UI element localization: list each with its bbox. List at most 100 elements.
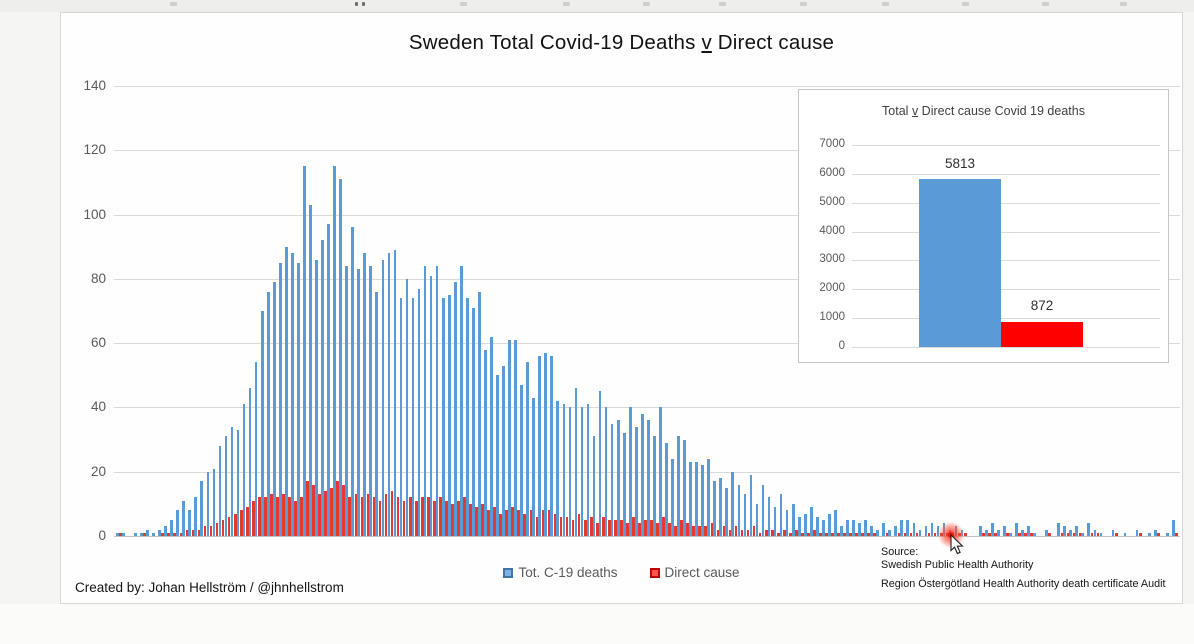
direct-cause-bar[interactable]: [276, 497, 279, 536]
total-deaths-bar[interactable]: [828, 513, 831, 536]
direct-cause-bar[interactable]: [481, 503, 484, 536]
total-deaths-bar[interactable]: [375, 291, 379, 536]
total-deaths-bar[interactable]: [846, 519, 849, 536]
total-deaths-bar[interactable]: [254, 362, 258, 536]
total-deaths-bar[interactable]: [284, 246, 288, 536]
total-deaths-bar[interactable]: [785, 510, 789, 536]
direct-cause-bar[interactable]: [529, 510, 533, 536]
total-deaths-bar[interactable]: [749, 474, 753, 536]
direct-cause-bar[interactable]: [1175, 532, 1178, 536]
total-deaths-bar[interactable]: [912, 523, 916, 536]
direct-cause-bar[interactable]: [402, 500, 406, 536]
total-deaths-bar[interactable]: [894, 526, 898, 536]
total-deaths-bar[interactable]: [309, 204, 312, 536]
total-deaths-bar[interactable]: [701, 465, 704, 536]
total-deaths-bar[interactable]: [212, 468, 216, 536]
total-deaths-bar[interactable]: [435, 266, 439, 536]
direct-cause-bar[interactable]: [927, 532, 931, 536]
total-deaths-bar[interactable]: [411, 298, 415, 536]
direct-cause-bar[interactable]: [776, 532, 780, 536]
legend-item-direct[interactable]: Direct cause: [649, 565, 740, 580]
direct-cause-bar[interactable]: [354, 494, 358, 536]
direct-cause-bar[interactable]: [463, 497, 466, 536]
total-deaths-bar[interactable]: [514, 339, 517, 536]
total-deaths-bar[interactable]: [809, 507, 813, 536]
direct-cause-bar[interactable]: [620, 519, 623, 536]
direct-cause-bar[interactable]: [728, 529, 732, 536]
total-deaths-bar[interactable]: [453, 282, 457, 536]
direct-cause-bar[interactable]: [825, 532, 828, 536]
direct-cause-bar[interactable]: [758, 532, 762, 536]
total-deaths-bar[interactable]: [725, 487, 729, 536]
total-deaths-bar[interactable]: [743, 494, 747, 536]
direct-cause-bar[interactable]: [813, 529, 816, 536]
direct-cause-bar[interactable]: [324, 491, 328, 536]
direct-cause-bar[interactable]: [873, 532, 877, 536]
direct-cause-bar[interactable]: [704, 526, 708, 536]
total-deaths-bar[interactable]: [472, 307, 475, 536]
total-deaths-bar[interactable]: [1069, 529, 1073, 536]
total-deaths-bar[interactable]: [429, 275, 433, 536]
direct-cause-bar[interactable]: [432, 500, 436, 536]
direct-cause-bar[interactable]: [752, 526, 756, 536]
total-deaths-bar[interactable]: [441, 298, 445, 536]
direct-cause-bar[interactable]: [909, 532, 913, 536]
direct-cause-bar[interactable]: [849, 532, 852, 536]
total-deaths-bar[interactable]: [351, 227, 355, 536]
direct-cause-bar[interactable]: [1060, 532, 1064, 536]
total-deaths-bar[interactable]: [315, 259, 318, 536]
direct-cause-bar[interactable]: [559, 516, 563, 536]
total-deaths-bar[interactable]: [622, 433, 626, 536]
total-deaths-bar[interactable]: [164, 526, 167, 536]
total-deaths-bar[interactable]: [532, 397, 536, 536]
direct-cause-bar[interactable]: [288, 497, 291, 536]
direct-cause-bar[interactable]: [239, 510, 243, 536]
total-deaths-bar[interactable]: [876, 529, 879, 536]
total-deaths-bar[interactable]: [906, 519, 910, 536]
total-deaths-bar[interactable]: [556, 401, 560, 536]
total-deaths-bar[interactable]: [978, 526, 982, 536]
total-deaths-bar[interactable]: [821, 519, 825, 536]
total-deaths-bar[interactable]: [1171, 519, 1175, 536]
direct-cause-bar[interactable]: [722, 526, 726, 536]
direct-cause-bar[interactable]: [390, 491, 394, 536]
total-deaths-bar[interactable]: [773, 507, 777, 536]
direct-cause-bar[interactable]: [257, 497, 261, 536]
direct-cause-bar[interactable]: [740, 529, 744, 536]
direct-cause-bar[interactable]: [770, 529, 774, 536]
direct-cause-bar[interactable]: [221, 519, 225, 536]
total-deaths-bar[interactable]: [188, 510, 192, 536]
total-deaths-bar[interactable]: [918, 529, 922, 536]
total-deaths-bar[interactable]: [628, 407, 632, 536]
total-deaths-bar[interactable]: [357, 269, 361, 536]
total-deaths-bar[interactable]: [1147, 532, 1151, 536]
direct-cause-bar[interactable]: [650, 519, 653, 536]
direct-cause-bar[interactable]: [270, 494, 273, 536]
total-deaths-bar[interactable]: [574, 388, 578, 536]
total-deaths-bar[interactable]: [297, 262, 300, 536]
direct-cause-bar[interactable]: [1096, 532, 1100, 536]
total-deaths-bar[interactable]: [242, 404, 246, 536]
total-deaths-bar[interactable]: [1093, 529, 1097, 536]
total-deaths-bar[interactable]: [405, 278, 409, 536]
total-deaths-bar[interactable]: [146, 529, 149, 536]
total-deaths-bar[interactable]: [266, 291, 270, 536]
total-deaths-bar[interactable]: [122, 532, 125, 536]
direct-cause-bar[interactable]: [191, 529, 195, 536]
direct-cause-bar[interactable]: [915, 532, 919, 536]
direct-cause-bar[interactable]: [788, 532, 792, 536]
direct-cause-bar[interactable]: [493, 507, 496, 536]
direct-cause-bar[interactable]: [589, 516, 593, 536]
direct-cause-bar[interactable]: [451, 503, 454, 536]
total-deaths-bar[interactable]: [200, 481, 204, 536]
direct-cause-bar[interactable]: [782, 529, 786, 536]
total-deaths-bar[interactable]: [767, 497, 771, 536]
direct-cause-bar[interactable]: [831, 532, 834, 536]
total-deaths-bar[interactable]: [713, 481, 717, 536]
total-deaths-bar[interactable]: [1063, 526, 1067, 536]
total-deaths-bar[interactable]: [737, 484, 741, 536]
direct-cause-bar[interactable]: [692, 526, 696, 536]
direct-cause-bar[interactable]: [348, 497, 352, 536]
total-deaths-bar[interactable]: [1027, 526, 1030, 536]
total-deaths-bar[interactable]: [417, 288, 421, 536]
